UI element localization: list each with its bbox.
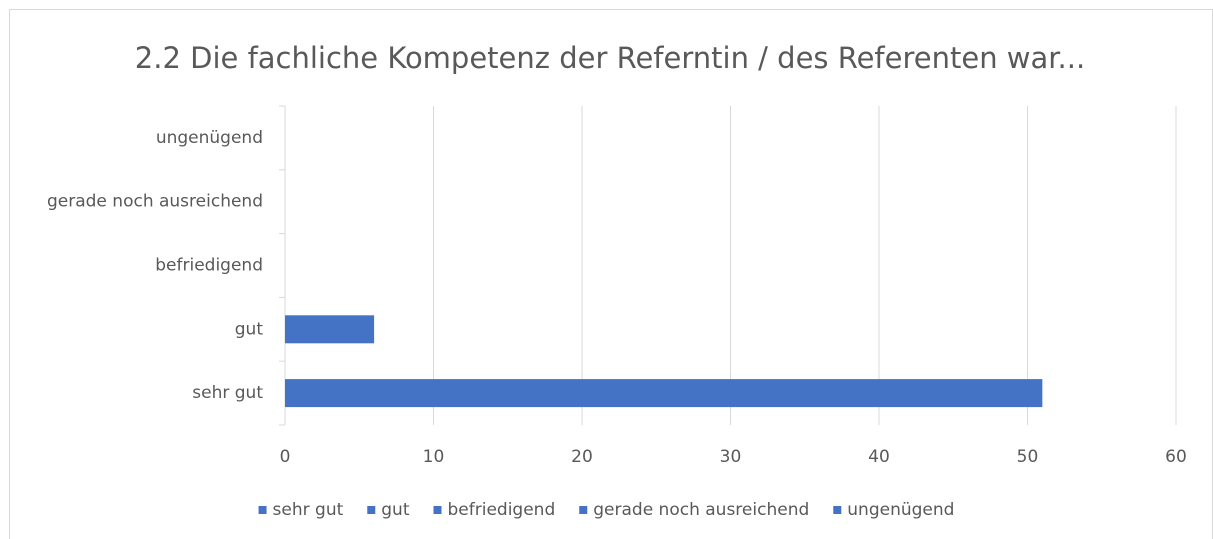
bar: [285, 379, 1043, 408]
y-tick-label: gerade noch ausreichend: [47, 192, 263, 212]
x-tick-label: 30: [720, 447, 742, 467]
legend-label: gut: [381, 500, 410, 520]
legend-swatch: [833, 506, 842, 514]
chart-title: 2.2 Die fachliche Kompetenz der Refernti…: [135, 41, 1085, 75]
legend-swatch: [258, 506, 267, 514]
x-tick-label: 60: [1165, 447, 1187, 467]
legend-swatch: [367, 506, 376, 514]
y-tick-label: gut: [235, 319, 264, 339]
x-tick-label: 10: [423, 447, 445, 467]
chart-frame: [9, 9, 1213, 539]
x-tick-label: 50: [1017, 447, 1039, 467]
legend-label: befriedigend: [448, 500, 556, 520]
legend-swatch: [579, 506, 588, 514]
bar: [285, 315, 375, 344]
x-tick-label: 40: [868, 447, 890, 467]
y-tick-label: ungenügend: [156, 128, 263, 148]
legend-label: sehr gut: [273, 500, 344, 520]
legend-label: ungenügend: [847, 500, 954, 520]
x-tick-label: 20: [571, 447, 593, 467]
legend-swatch: [433, 506, 442, 514]
y-tick-label: befriedigend: [155, 256, 263, 276]
y-tick-label: sehr gut: [192, 383, 263, 403]
x-tick-label: 0: [280, 447, 291, 467]
legend-label: gerade noch ausreichend: [593, 500, 809, 520]
